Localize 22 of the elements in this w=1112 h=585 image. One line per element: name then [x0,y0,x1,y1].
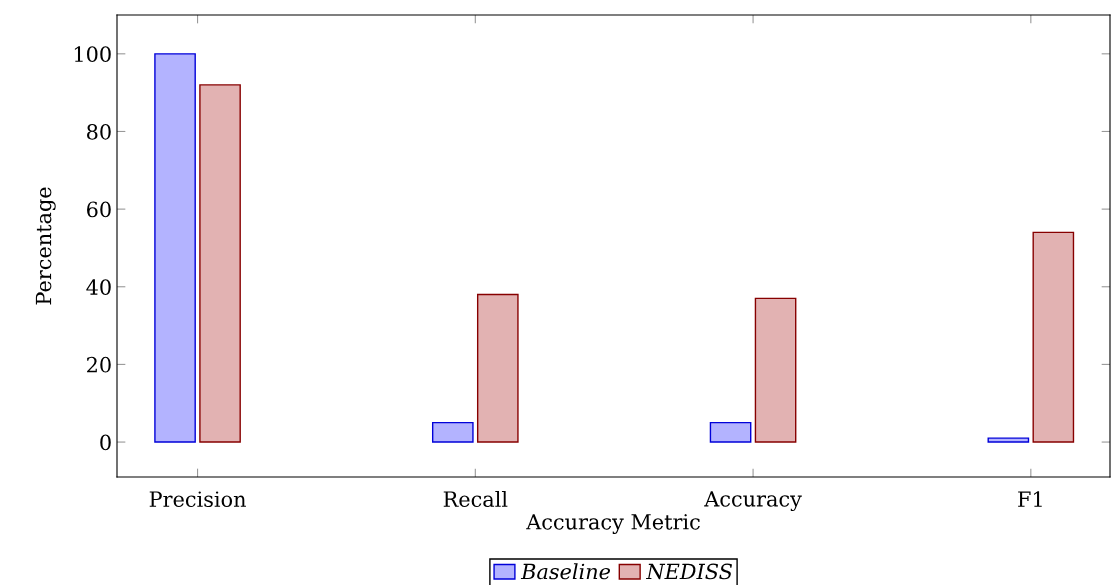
bar [199,84,241,443]
bar [709,421,752,443]
y-tick-label: 40 [86,279,111,295]
bar [1032,231,1075,443]
bar [431,421,474,443]
y-tick-label: 100 [74,46,111,63]
y-tick-label: 0 [100,434,111,451]
x-axis-title: Accuracy Metric [526,514,700,534]
y-tick-label: 20 [87,356,111,373]
legend-label: Baseline [520,563,611,580]
bar [476,293,519,443]
x-tick-label: Recall [443,490,508,508]
y-tick-label: 60 [87,201,111,218]
bar [154,53,196,443]
y-axis-title: Percentage [35,187,56,305]
x-tick-label: F1 [1018,491,1042,507]
x-tick-label: Accuracy [704,491,802,512]
y-tick-label: 80 [87,123,111,140]
bar [987,437,1030,443]
legend-label: NEDISS [645,563,732,580]
x-tick-label: Precision [149,491,246,508]
bar [754,297,797,443]
